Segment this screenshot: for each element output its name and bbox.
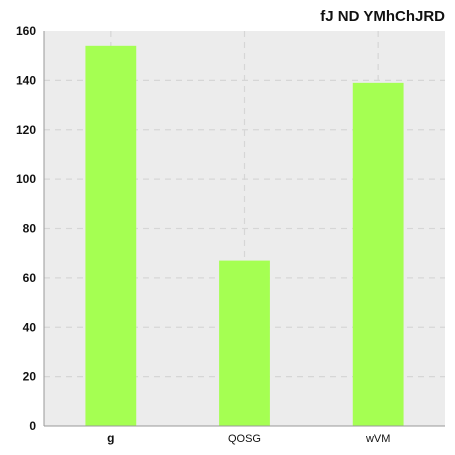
chart-title: fJ ND YMhChJRD bbox=[320, 8, 445, 25]
x-tick-label: QOSG bbox=[228, 433, 261, 445]
y-tick-label: 160 bbox=[16, 24, 36, 38]
y-tick-label: 120 bbox=[16, 123, 36, 137]
y-tick-label: 140 bbox=[16, 73, 36, 87]
bar-QOSG bbox=[219, 260, 270, 426]
bar-g bbox=[85, 45, 137, 426]
y-axis-ticks: 0 20 40 60 80 100 120 140 160 bbox=[16, 24, 36, 433]
bars bbox=[85, 45, 404, 426]
y-tick-label: 0 bbox=[29, 419, 36, 433]
y-tick-label: 20 bbox=[23, 370, 37, 384]
x-tick-label: wVM bbox=[365, 433, 390, 445]
x-axis-ticks: g QOSG wVM bbox=[107, 431, 390, 445]
bar-wVM bbox=[352, 82, 404, 426]
y-tick-label: 60 bbox=[23, 271, 37, 285]
x-tick-label: g bbox=[107, 431, 114, 445]
y-tick-label: 80 bbox=[23, 222, 37, 236]
y-tick-label: 40 bbox=[23, 320, 37, 334]
y-tick-label: 100 bbox=[16, 172, 36, 186]
